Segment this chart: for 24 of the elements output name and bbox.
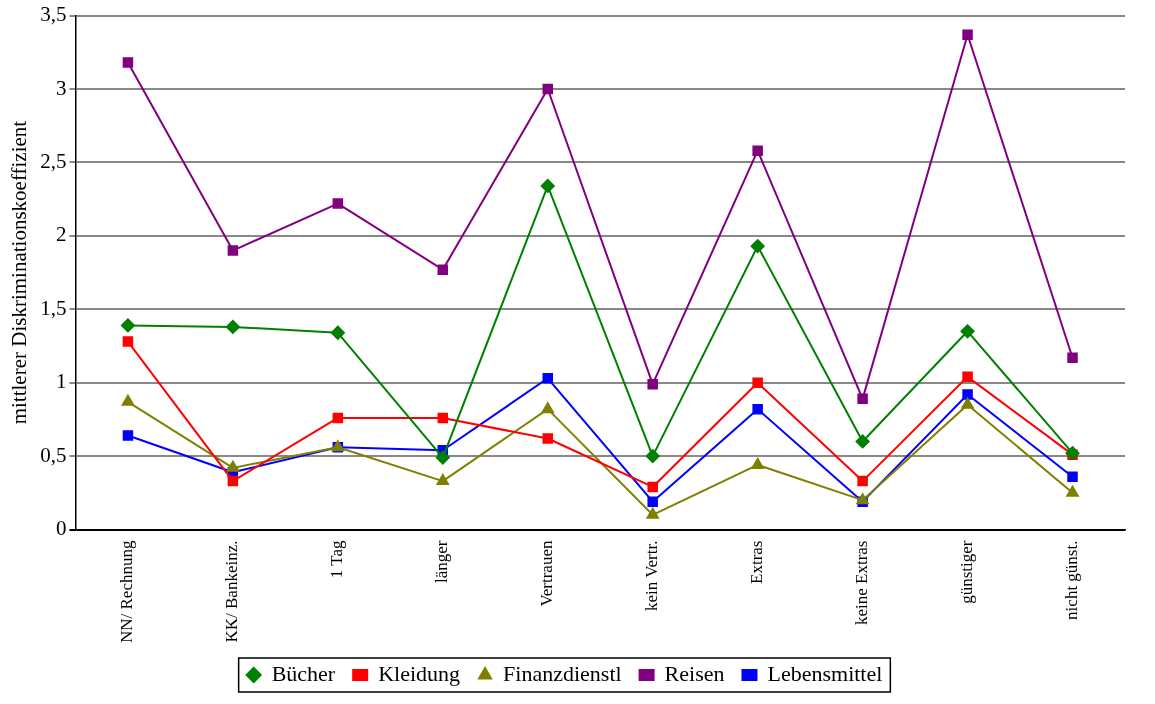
y-tick-label: 3,5 [40,2,67,27]
y-tick-label: 0 [55,516,67,541]
legend-label: Lebensmittel [767,660,883,686]
y-tick-label: 3 [55,75,67,100]
legend-label: Reisen [664,660,725,686]
legend-label: Kleidung [378,660,461,686]
x-tick-label: NN/ Rechnung [117,540,137,644]
y-tick-label: 2,5 [40,148,67,173]
y-tick-label: 1 [55,369,67,394]
y-tick-label: 0,5 [40,442,67,467]
x-tick-label: länger [432,540,452,584]
legend-label: Finanzdienstl [503,660,622,686]
x-tick-label: 1 Tag [327,540,347,579]
y-axis-title: mittlerer Diskriminationskoeffizient [7,120,32,425]
x-tick-label: günstiger [957,540,977,604]
y-tick-label: 1,5 [40,295,67,320]
x-tick-label: keine Extras [852,540,872,626]
x-tick-label: KK/ Bankeinz. [222,540,242,643]
x-tick-label: kein Vertr. [642,540,662,612]
x-tick-label: nicht günst. [1061,540,1081,620]
x-tick-label: Vertrauen [537,540,557,607]
legend-label: Bücher [271,660,336,686]
x-tick-label: Extras [747,540,767,584]
y-tick-label: 2 [55,222,67,247]
